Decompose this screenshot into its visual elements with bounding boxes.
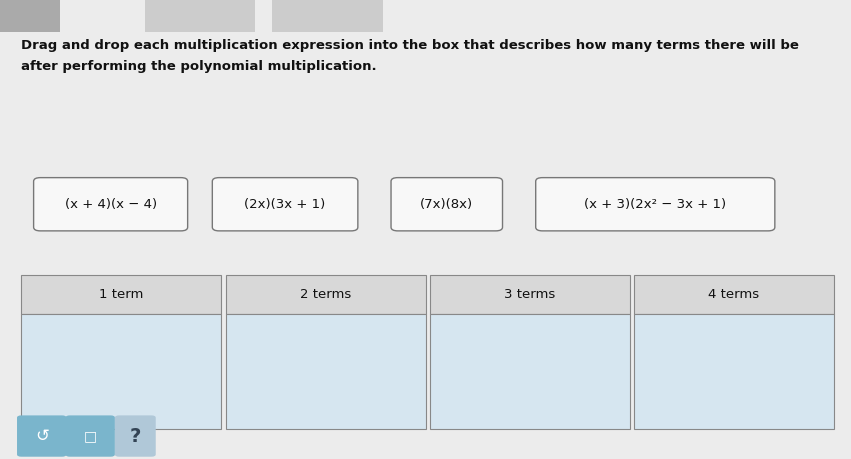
Text: (x + 3)(2x² − 3x + 1): (x + 3)(2x² − 3x + 1) bbox=[584, 198, 727, 211]
Text: 2 terms: 2 terms bbox=[300, 288, 351, 302]
Bar bbox=[145, 0, 255, 32]
Text: ?: ? bbox=[129, 426, 141, 446]
Text: 3 terms: 3 terms bbox=[504, 288, 556, 302]
FancyBboxPatch shape bbox=[17, 415, 66, 457]
Bar bbox=[0, 0, 60, 32]
Text: 1 term: 1 term bbox=[99, 288, 144, 302]
FancyBboxPatch shape bbox=[115, 415, 156, 457]
Text: 4 terms: 4 terms bbox=[708, 288, 760, 302]
Bar bbox=[634, 314, 834, 429]
Bar bbox=[430, 275, 630, 314]
Bar bbox=[226, 314, 426, 429]
Text: Drag and drop each multiplication expression into the box that describes how man: Drag and drop each multiplication expres… bbox=[21, 39, 799, 52]
Bar bbox=[634, 275, 834, 314]
Text: after performing the polynomial multiplication.: after performing the polynomial multipli… bbox=[21, 60, 377, 73]
FancyBboxPatch shape bbox=[213, 178, 357, 231]
Text: (x + 4)(x − 4): (x + 4)(x − 4) bbox=[65, 198, 157, 211]
FancyBboxPatch shape bbox=[536, 178, 774, 231]
Bar bbox=[21, 275, 221, 314]
Bar bbox=[430, 314, 630, 429]
FancyBboxPatch shape bbox=[34, 178, 187, 231]
Text: ↺: ↺ bbox=[35, 427, 49, 445]
Text: (2x)(3x + 1): (2x)(3x + 1) bbox=[244, 198, 326, 211]
Bar bbox=[272, 0, 383, 32]
Text: (7x)(8x): (7x)(8x) bbox=[420, 198, 473, 211]
Text: □: □ bbox=[83, 429, 97, 443]
Bar bbox=[226, 275, 426, 314]
FancyBboxPatch shape bbox=[66, 415, 115, 457]
FancyBboxPatch shape bbox=[391, 178, 502, 231]
Bar bbox=[21, 314, 221, 429]
